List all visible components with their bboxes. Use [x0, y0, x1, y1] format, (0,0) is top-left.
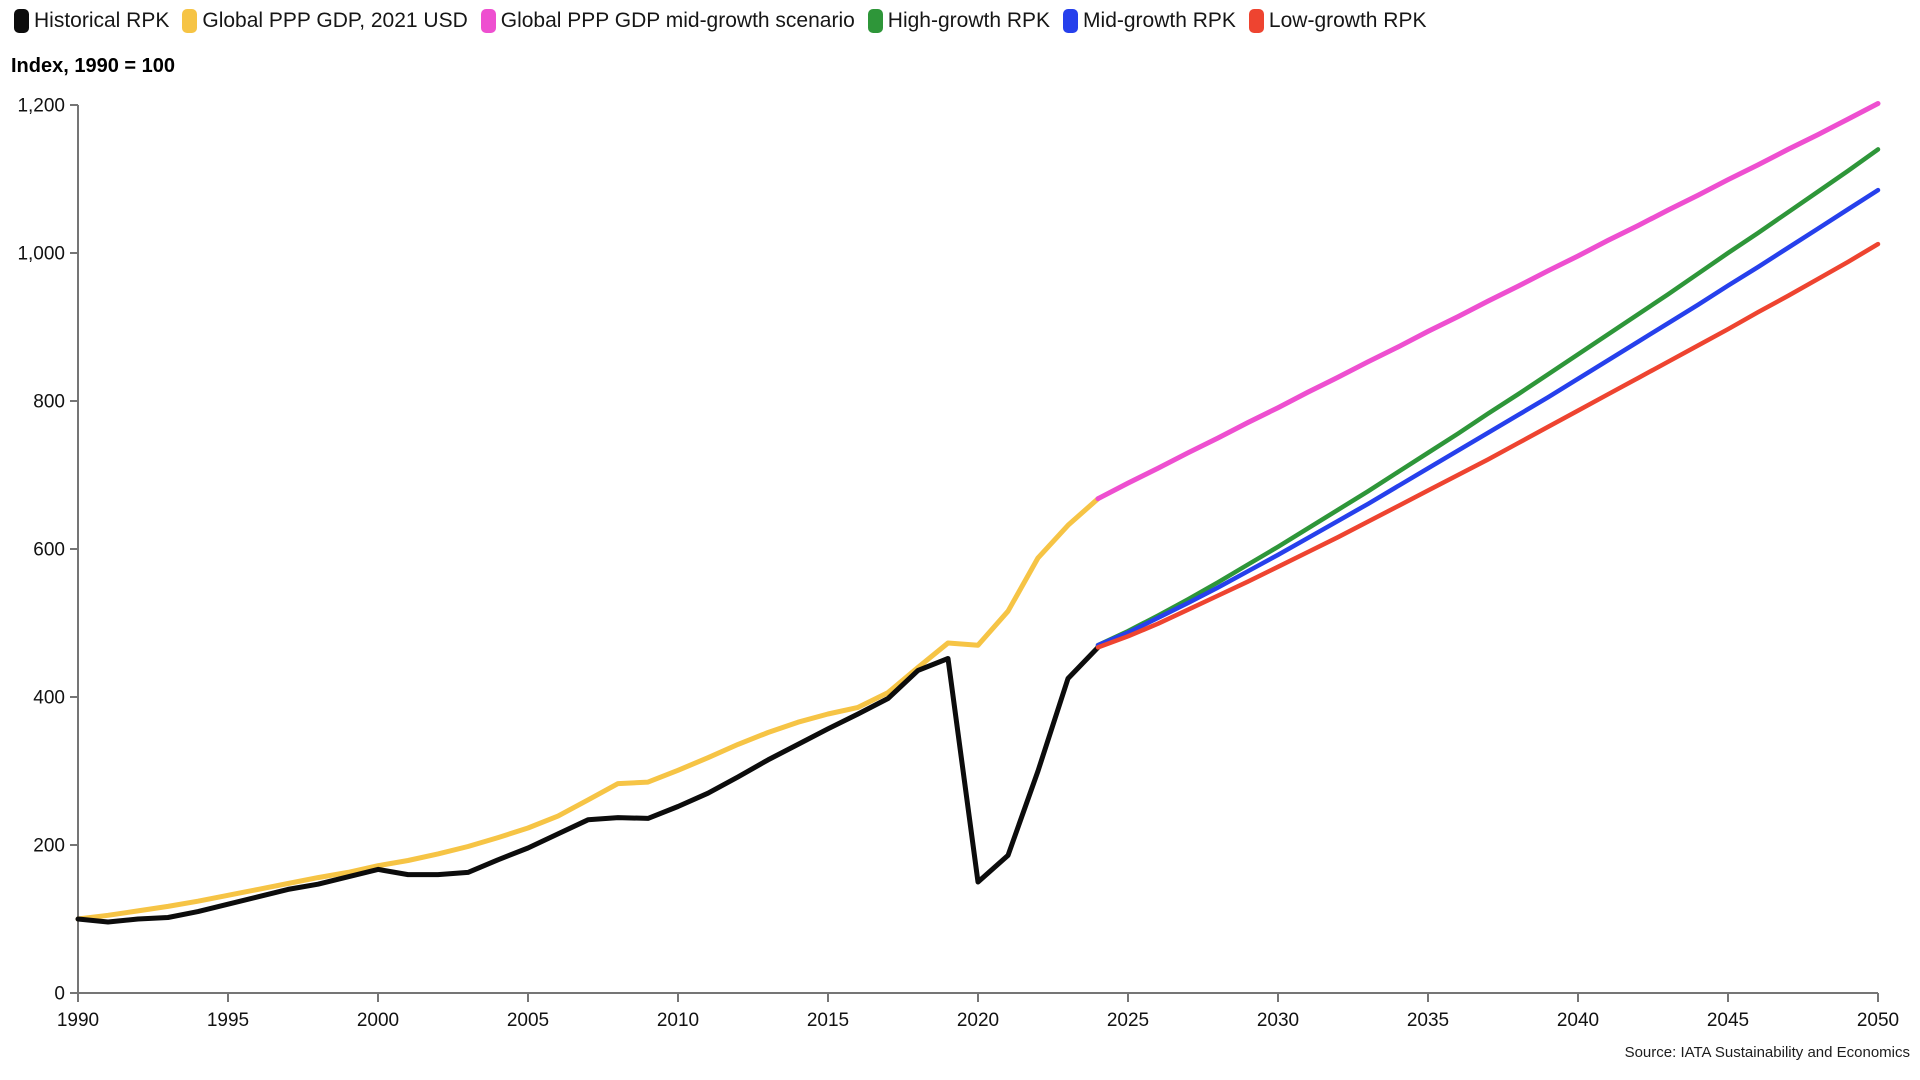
- x-tick-label: 2040: [1557, 1010, 1599, 1031]
- legend-label-high: High-growth RPK: [887, 9, 1051, 32]
- x-tick-label: 2010: [657, 1010, 699, 1031]
- chart-line-gdp: [75, 496, 1101, 922]
- x-tick-label: 2030: [1257, 1010, 1299, 1031]
- source-note: Source: IATA Sustainability and Economic…: [1624, 1044, 1910, 1061]
- legend-swatch-mid: [1063, 9, 1079, 33]
- y-tick-label: 400: [33, 688, 65, 709]
- legend-swatch-historical: [14, 9, 29, 33]
- legend-label-mid: Mid-growth RPK: [1083, 9, 1236, 32]
- legend-item-gdp_forecast: Global PPP GDP mid-growth scenario: [480, 9, 855, 33]
- x-tick-label: 2000: [357, 1010, 399, 1031]
- y-tick-label: 200: [33, 836, 65, 857]
- x-tick-label: 1995: [207, 1010, 249, 1031]
- x-tick-label: 2015: [807, 1010, 849, 1031]
- x-tick-label: 2025: [1107, 1010, 1149, 1031]
- legend-swatch-low: [1248, 9, 1264, 33]
- legend-swatch-gdp: [182, 9, 198, 33]
- legend-item-mid: Mid-growth RPK: [1063, 9, 1236, 33]
- y-tick-label: 1,200: [17, 96, 65, 117]
- chart-line-high: [1095, 147, 1881, 648]
- chart-line-historical: [75, 644, 1101, 925]
- chart-line-gdp_forecast: [1095, 101, 1881, 502]
- legend-item-historical: Historical RPK: [14, 9, 169, 33]
- legend-label-low: Low-growth RPK: [1268, 9, 1427, 32]
- chart-line-mid: [1095, 187, 1881, 648]
- x-tick-label: 2050: [1857, 1010, 1899, 1031]
- x-tick-label: 2045: [1707, 1010, 1749, 1031]
- legend-label-gdp_forecast: Global PPP GDP mid-growth scenario: [500, 9, 855, 32]
- y-axis-title: Index, 1990 = 100: [11, 55, 176, 77]
- chart-line-low: [1095, 241, 1881, 650]
- y-tick-label: 0: [54, 984, 65, 1005]
- y-tick-label: 800: [33, 392, 65, 413]
- y-tick-label: 600: [33, 540, 65, 561]
- legend-item-gdp: Global PPP GDP, 2021 USD: [182, 9, 468, 33]
- legend-swatch-high: [867, 9, 883, 33]
- legend-swatch-gdp_forecast: [480, 9, 496, 33]
- x-tick-label: 2035: [1407, 1010, 1449, 1031]
- legend-label-gdp: Global PPP GDP, 2021 USD: [202, 9, 468, 32]
- legend: Historical RPK Global PPP GDP, 2021 USD Gl…: [14, 9, 1426, 33]
- y-tick-label: 1,000: [17, 244, 65, 265]
- x-tick-label: 2020: [957, 1010, 999, 1031]
- legend-item-high: High-growth RPK: [867, 9, 1051, 33]
- x-tick-label: 1990: [57, 1010, 99, 1031]
- legend-item-low: Low-growth RPK: [1248, 9, 1427, 33]
- x-tick-label: 2005: [507, 1010, 549, 1031]
- legend-label-historical: Historical RPK: [34, 9, 170, 32]
